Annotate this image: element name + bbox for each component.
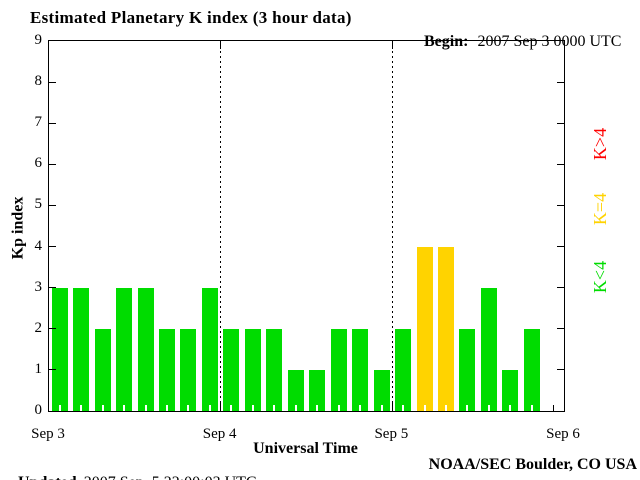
kp-bar xyxy=(287,369,304,411)
x-minor-tick xyxy=(359,405,362,411)
kp-bar xyxy=(116,287,133,411)
kp-bar xyxy=(51,287,68,411)
kp-bar xyxy=(223,328,240,411)
kp-bar xyxy=(437,246,454,411)
y-tick-label: 5 xyxy=(34,196,43,213)
y-tick-right xyxy=(557,163,564,165)
y-tick-right xyxy=(557,369,564,371)
y-tick-right xyxy=(557,287,564,289)
updated-label: Updated xyxy=(18,474,77,480)
kp-bar xyxy=(73,287,90,411)
y-tick-left xyxy=(49,122,56,124)
x-major-tick-bottom xyxy=(391,403,393,411)
y-tick-label: 4 xyxy=(34,237,43,254)
x-minor-tick xyxy=(187,405,190,411)
kp-bar xyxy=(373,369,390,411)
kp-bar xyxy=(94,328,111,411)
x-tick-label: Sep 5 xyxy=(374,426,409,442)
x-minor-tick xyxy=(466,405,469,411)
kp-bar xyxy=(159,328,176,411)
x-axis-title: Universal Time xyxy=(253,440,358,457)
x-major-tick-top xyxy=(391,41,393,49)
y-tick-left xyxy=(49,81,56,83)
kp-bar xyxy=(137,287,154,411)
begin-value: 2007 Sep 3 0000 UTC xyxy=(477,33,622,50)
x-minor-tick xyxy=(509,405,512,411)
x-minor-tick xyxy=(316,405,319,411)
y-tick-right xyxy=(557,328,564,330)
x-minor-tick xyxy=(166,405,169,411)
begin-timestamp: Begin: 2007 Sep 3 0000 UTC xyxy=(408,15,621,69)
y-tick-left xyxy=(49,287,56,289)
x-minor-tick xyxy=(144,405,147,411)
y-tick-label: 0 xyxy=(34,402,43,418)
plot-area xyxy=(48,40,565,412)
y-tick-right xyxy=(557,246,564,248)
kp-bar xyxy=(244,328,261,411)
kp-bar xyxy=(201,287,218,411)
y-tick-right xyxy=(557,122,564,124)
x-major-tick-bottom xyxy=(220,403,222,411)
x-minor-tick xyxy=(402,405,405,411)
day-boundary-gridline xyxy=(391,41,393,411)
y-tick-left xyxy=(49,369,56,371)
y-tick-label: 6 xyxy=(34,155,43,172)
y-tick-label: 8 xyxy=(34,73,43,90)
y-tick-label: 7 xyxy=(34,114,43,131)
x-minor-tick xyxy=(80,405,83,411)
legend-k-eq4: K=4 xyxy=(590,192,610,226)
updated-value: 2007 Sep 5 22:00:03 UTC xyxy=(84,474,257,480)
x-minor-tick xyxy=(380,405,383,411)
y-tick-label: 3 xyxy=(34,278,43,295)
x-minor-tick xyxy=(423,405,426,411)
kp-bar xyxy=(266,328,283,411)
day-boundary-gridline xyxy=(220,41,222,411)
x-minor-tick xyxy=(123,405,126,411)
y-tick-left xyxy=(49,163,56,165)
kp-bar xyxy=(180,328,197,411)
kp-bar xyxy=(459,328,476,411)
source-credit: NOAA/SEC Boulder, CO USA xyxy=(428,456,637,473)
x-major-tick-top xyxy=(220,41,222,49)
x-minor-tick xyxy=(58,405,61,411)
x-minor-tick xyxy=(530,405,533,411)
kp-bar xyxy=(416,246,433,411)
y-tick-left xyxy=(49,204,56,206)
x-minor-tick xyxy=(444,405,447,411)
kp-bar xyxy=(309,369,326,411)
x-minor-tick xyxy=(487,405,490,411)
kp-bar xyxy=(330,328,347,411)
y-axis-title: Kp index xyxy=(9,196,27,260)
x-minor-tick xyxy=(294,405,297,411)
kp-bar xyxy=(523,328,540,411)
x-minor-tick xyxy=(251,405,254,411)
kp-bar xyxy=(502,369,519,411)
x-tick-label: Sep 4 xyxy=(202,426,237,442)
x-minor-tick xyxy=(273,405,276,411)
kp-bar xyxy=(480,287,497,411)
x-minor-tick xyxy=(208,405,211,411)
x-minor-tick xyxy=(552,405,554,411)
legend-k-gt4: K>4 xyxy=(590,127,610,161)
y-tick-label: 2 xyxy=(34,319,43,336)
x-minor-tick xyxy=(101,405,104,411)
y-tick-label: 9 xyxy=(34,32,43,48)
legend-k-lt4: K<4 xyxy=(590,260,610,294)
x-tick-label: Sep 6 xyxy=(546,426,580,442)
chart-title: Estimated Planetary K index (3 hour data… xyxy=(30,8,352,27)
x-minor-tick xyxy=(337,405,340,411)
updated-timestamp: Updated 2007 Sep 5 22:00:03 UTC xyxy=(2,456,257,480)
x-minor-tick xyxy=(230,405,233,411)
x-tick-label: Sep 3 xyxy=(31,426,65,442)
y-tick-right xyxy=(557,81,564,83)
kp-bar xyxy=(395,328,412,411)
y-tick-left xyxy=(49,246,56,248)
y-tick-label: 1 xyxy=(34,360,43,377)
y-tick-left xyxy=(49,328,56,330)
begin-label: Begin: xyxy=(424,33,469,50)
kp-bar xyxy=(352,328,369,411)
y-tick-right xyxy=(557,204,564,206)
